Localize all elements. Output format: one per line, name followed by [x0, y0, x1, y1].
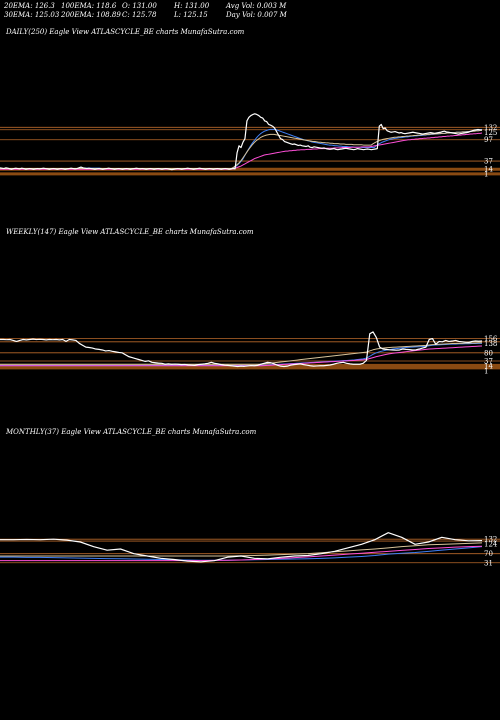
weekly-chart-title: WEEKLY(147) Eagle View ATLASCYCLE_BE cha… [6, 228, 254, 236]
monthly-chart-title: MONTHLY(37) Eagle View ATLASCYCLE_BE cha… [6, 428, 257, 436]
ema-line [0, 132, 483, 170]
level-label: 156 [484, 335, 498, 343]
ema-line [0, 345, 483, 367]
header-stat: Avg Vol: 0.003 M [226, 2, 287, 10]
level-label: 97 [484, 136, 493, 144]
level-label: 132 [484, 536, 497, 544]
level-label: 124 [484, 541, 498, 549]
header-stat: 30EMA: 125.03 [4, 11, 60, 19]
level-label: 125 [484, 129, 497, 137]
level-label: 138 [484, 340, 497, 348]
ema-line [0, 545, 483, 562]
level-label: 37 [484, 358, 493, 366]
header-stat: C: 125.78 [122, 11, 157, 19]
header-stat: 200EMA: 108.89 [61, 11, 121, 19]
level-label: 1 [484, 368, 488, 376]
level-label: 80 [484, 349, 493, 357]
header-stat: O: 131.00 [122, 2, 157, 10]
ema-line [0, 342, 482, 365]
level-label: 14 [484, 363, 493, 371]
daily-chart-title: DAILY(250) Eagle View ATLASCYCLE_BE char… [6, 28, 245, 36]
price-line [0, 113, 483, 171]
level-label: 70 [484, 550, 493, 558]
level-label: 31 [484, 559, 493, 567]
header-stat: H: 131.00 [174, 2, 210, 10]
level-label: 1 [484, 171, 488, 179]
price-line [0, 532, 483, 563]
header-stat: 20EMA: 126.3 [4, 2, 55, 10]
ema-line [0, 129, 483, 170]
level-label: 14 [484, 166, 493, 174]
header-stat: L: 125.15 [174, 11, 208, 19]
level-label: 132 [484, 124, 497, 132]
header-stat: Day Vol: 0.007 M [226, 11, 287, 19]
ema-line [0, 128, 483, 170]
level-label: 37 [484, 158, 493, 166]
header-stat: 100EMA: 118.6 [61, 2, 117, 10]
price-line [0, 331, 483, 368]
